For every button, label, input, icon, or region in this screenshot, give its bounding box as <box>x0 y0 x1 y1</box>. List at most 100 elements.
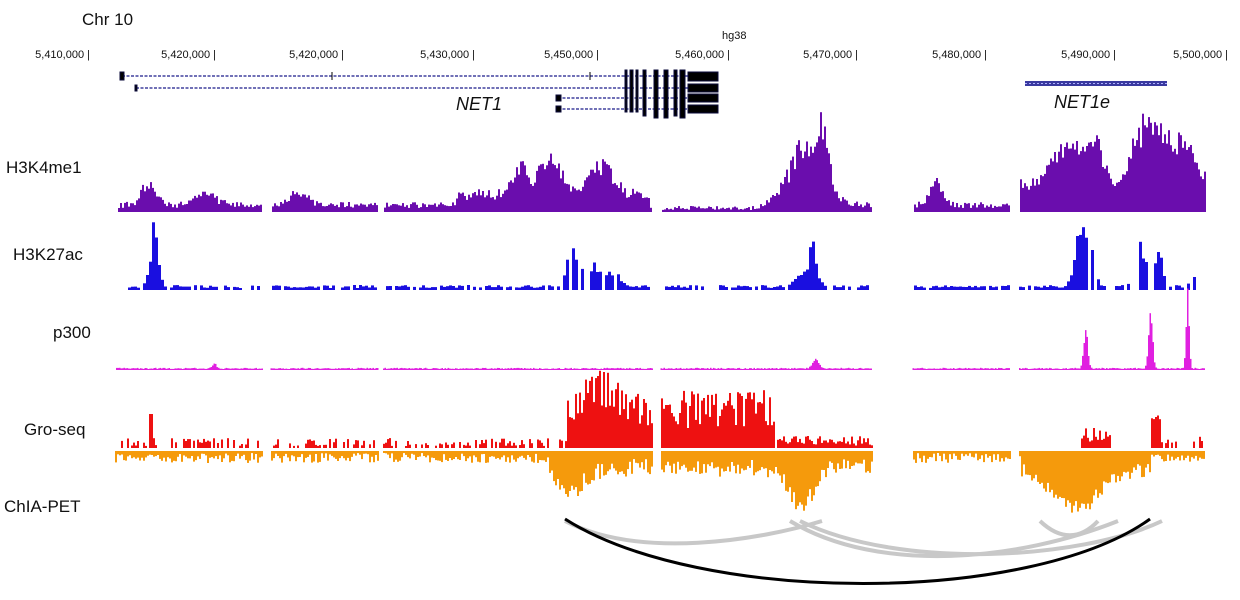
signal-bar <box>751 451 753 460</box>
signal-bar <box>1136 140 1138 212</box>
signal-bar <box>513 442 515 448</box>
signal-bar <box>677 285 680 290</box>
signal-bar <box>171 438 173 448</box>
signal-bar <box>1112 184 1114 212</box>
signal-bar <box>1151 323 1153 370</box>
signal-bar <box>833 285 836 290</box>
signal-bar <box>1071 451 1073 513</box>
signal-bar <box>1202 368 1204 370</box>
signal-bar <box>334 205 336 212</box>
signal-bar <box>576 190 578 212</box>
signal-bar <box>1046 368 1048 370</box>
signal-bar <box>760 204 762 212</box>
signal-bar <box>215 286 218 290</box>
signal-bar <box>1064 286 1067 290</box>
signal-bar <box>679 451 681 470</box>
signal-bar <box>1145 262 1148 290</box>
signal-bar <box>936 368 938 370</box>
signal-bar <box>994 205 996 212</box>
signal-bar <box>429 451 431 463</box>
signal-bar <box>179 286 182 290</box>
signal-bar <box>1155 417 1157 448</box>
signal-bar <box>707 451 709 465</box>
signal-bar <box>142 184 144 212</box>
signal-bar <box>278 206 280 212</box>
signal-bar <box>764 285 767 290</box>
signal-bar <box>1129 451 1131 479</box>
signal-bar <box>277 451 279 456</box>
signal-bar <box>453 442 455 448</box>
signal-bar <box>323 444 325 448</box>
signal-bar <box>353 444 355 448</box>
signal-bar <box>789 369 791 370</box>
signal-bar <box>1166 143 1168 212</box>
signal-bar <box>1146 356 1148 370</box>
signal-bar <box>788 284 791 290</box>
signal-bar <box>581 368 583 370</box>
signal-bar <box>565 451 567 494</box>
signal-bar <box>515 451 517 462</box>
signal-bar <box>747 451 749 466</box>
signal-bar <box>149 451 151 455</box>
signal-bar <box>384 207 386 212</box>
signal-bar <box>1167 368 1169 370</box>
signal-bar <box>290 287 293 290</box>
signal-bar <box>1185 451 1187 458</box>
signal-bar <box>918 201 920 212</box>
signal-bar <box>1165 443 1167 448</box>
signal-bar <box>327 368 329 370</box>
signal-bar <box>961 451 963 454</box>
signal-bar <box>1103 286 1106 290</box>
signal-bar <box>233 286 236 290</box>
signal-bar <box>189 439 191 448</box>
signal-bar <box>696 207 698 212</box>
signal-bar <box>917 368 919 370</box>
signal-bar <box>577 451 579 496</box>
signal-bar <box>796 144 798 212</box>
signal-bar <box>771 451 773 472</box>
signal-bar <box>186 204 188 212</box>
signal-bar <box>602 159 604 212</box>
signal-bar <box>923 287 926 290</box>
signal-bar <box>452 286 455 290</box>
signal-bar <box>465 368 467 370</box>
signal-bar <box>486 368 488 370</box>
signal-bar <box>1157 451 1159 455</box>
signal-bar <box>563 275 566 290</box>
signal-bar <box>214 197 216 212</box>
signal-bar <box>224 200 226 212</box>
signal-bar <box>825 440 827 448</box>
signal-bar <box>797 368 799 370</box>
signal-bar <box>803 451 805 511</box>
signal-bar <box>261 451 263 457</box>
signal-bar <box>321 368 323 370</box>
signal-bar <box>1201 451 1203 459</box>
signal-bar <box>417 451 419 457</box>
axis-tick-label: 5,490,000 | <box>1061 49 1116 61</box>
signal-bar <box>425 287 428 290</box>
signal-bar <box>575 259 578 290</box>
signal-bar <box>405 368 407 370</box>
signal-bar <box>1163 451 1165 462</box>
signal-bar <box>299 287 302 290</box>
signal-bar <box>1185 327 1187 370</box>
signal-bar <box>983 451 985 463</box>
signal-bar <box>1184 141 1186 212</box>
signal-bar <box>512 182 514 212</box>
signal-bar <box>1113 451 1115 475</box>
signal-bar <box>816 360 818 370</box>
signal-bar <box>416 204 418 212</box>
signal-bar <box>514 177 516 212</box>
signal-bar <box>1126 171 1128 212</box>
signal-bar <box>127 438 129 448</box>
signal-bar <box>414 202 416 212</box>
signal-bar <box>242 204 244 212</box>
signal-bar <box>1179 368 1181 370</box>
signal-bar <box>1178 285 1181 290</box>
signal-bar <box>663 408 665 448</box>
signal-bar <box>777 439 779 448</box>
signal-bar <box>233 440 235 448</box>
signal-bar <box>329 288 332 290</box>
signal-bar <box>593 368 595 370</box>
signal-bar <box>556 168 558 212</box>
